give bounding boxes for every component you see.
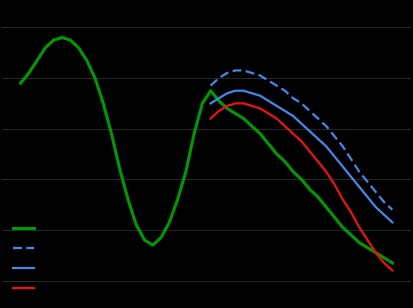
Legend: , , , : , , ,: [13, 221, 38, 296]
